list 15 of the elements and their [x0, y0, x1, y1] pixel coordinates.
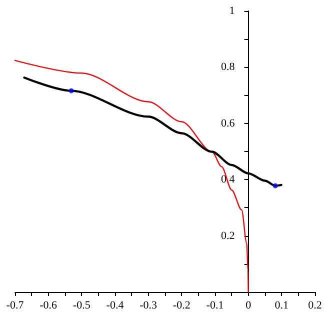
x-tick-label: -0.5 [72, 300, 91, 312]
y-tick-label: 0.6 [221, 117, 236, 130]
y-tick-label: 0.2 [221, 230, 235, 242]
x-tick-label: 0 [246, 300, 252, 312]
x-tick-label: -0.1 [206, 300, 224, 312]
x-tick-label: -0.2 [172, 300, 190, 312]
x-tick-label: 0.1 [274, 300, 289, 312]
x-tick-label: -0.4 [106, 300, 124, 312]
y-tick-label: 1 [229, 5, 235, 17]
x-tick-label: 0.2 [308, 300, 322, 312]
x-tick-label: -0.6 [40, 300, 58, 312]
y-tick-label: 0.8 [221, 61, 236, 74]
x-tick-label: -0.7 [6, 300, 24, 312]
line-series [14, 60, 249, 293]
x-tick-label: -0.3 [140, 300, 158, 312]
